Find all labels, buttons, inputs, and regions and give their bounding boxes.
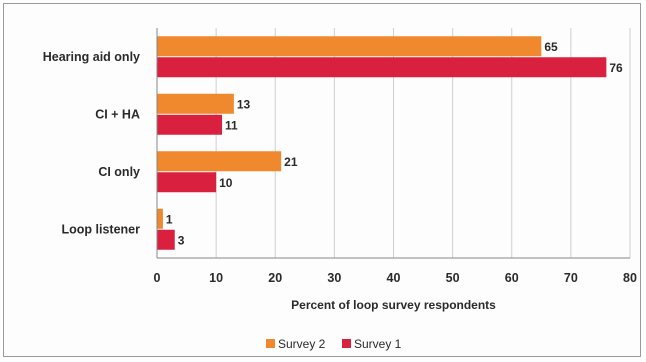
bar bbox=[157, 57, 607, 78]
x-tick-label: 0 bbox=[154, 271, 161, 285]
data-label: 76 bbox=[609, 61, 623, 75]
legend-label: Survey 1 bbox=[354, 337, 402, 351]
data-label: 10 bbox=[219, 176, 233, 190]
category-labels: Hearing aid only CI + HA CI only Loop liste… bbox=[43, 50, 140, 237]
data-label: 65 bbox=[544, 40, 558, 54]
x-tick-label: 80 bbox=[623, 271, 637, 285]
legend-swatch bbox=[342, 339, 351, 348]
x-axis: 0 10 20 30 40 50 60 70 80 bbox=[154, 28, 637, 285]
x-tick-label: 40 bbox=[387, 271, 401, 285]
legend: Survey 2 Survey 1 bbox=[266, 337, 402, 351]
x-tick-label: 20 bbox=[268, 271, 282, 285]
data-label: 11 bbox=[225, 118, 238, 132]
data-label: 13 bbox=[237, 97, 251, 111]
x-tick-label: 50 bbox=[446, 271, 460, 285]
category-label: CI only bbox=[98, 165, 140, 179]
bar bbox=[157, 93, 234, 114]
bar bbox=[157, 36, 542, 57]
bar bbox=[157, 151, 282, 172]
category-label: Hearing aid only bbox=[43, 50, 140, 64]
x-tick-label: 70 bbox=[564, 271, 578, 285]
category-label: CI + HA bbox=[95, 107, 140, 121]
bar bbox=[157, 208, 163, 229]
x-tick-label: 60 bbox=[505, 271, 519, 285]
bars bbox=[157, 36, 607, 250]
legend-label: Survey 2 bbox=[278, 337, 326, 351]
legend-swatch bbox=[266, 339, 275, 348]
category-label: Loop listener bbox=[62, 222, 141, 236]
bar bbox=[157, 172, 217, 193]
x-tick-label: 30 bbox=[327, 271, 341, 285]
x-tick-label: 10 bbox=[209, 271, 223, 285]
data-label: 21 bbox=[284, 155, 298, 169]
bar bbox=[157, 114, 223, 135]
bar bbox=[157, 229, 175, 250]
data-label: 1 bbox=[166, 212, 173, 226]
x-axis-title: Percent of loop survey respondents bbox=[291, 298, 496, 312]
data-labels: 65 76 13 11 21 10 13 bbox=[166, 40, 623, 248]
data-label: 3 bbox=[178, 233, 185, 247]
